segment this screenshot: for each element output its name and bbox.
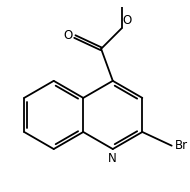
Text: O: O bbox=[123, 14, 132, 27]
Text: N: N bbox=[108, 152, 117, 166]
Text: Br: Br bbox=[175, 139, 188, 152]
Text: O: O bbox=[63, 29, 73, 42]
